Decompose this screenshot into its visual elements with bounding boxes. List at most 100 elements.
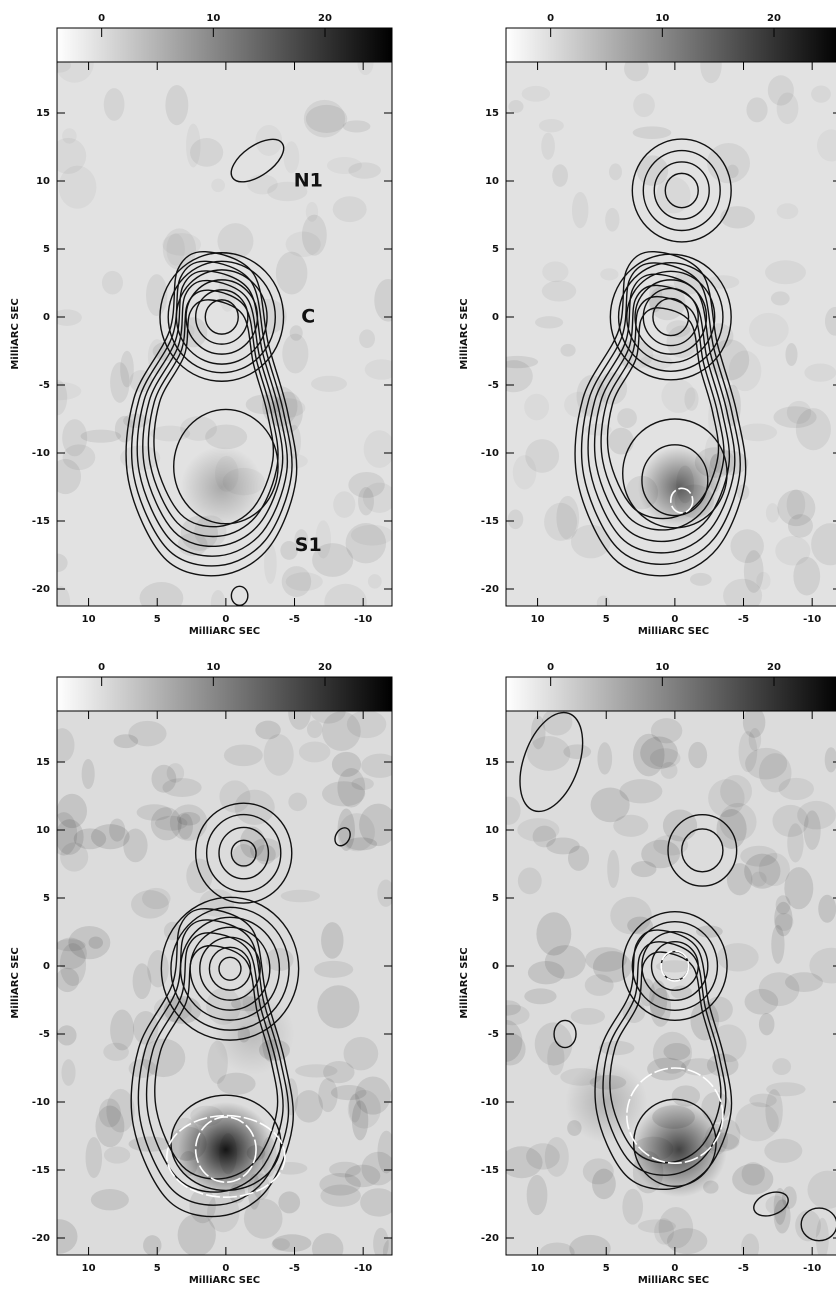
noise <box>278 1191 301 1214</box>
noise <box>716 808 747 849</box>
contour <box>580 262 741 565</box>
emission <box>212 993 295 1075</box>
x-tick-label: -10 <box>803 614 821 625</box>
noise <box>311 1233 344 1255</box>
noise <box>351 525 394 546</box>
contour <box>208 946 252 991</box>
noise <box>298 741 331 763</box>
contour <box>194 802 293 904</box>
noise <box>136 804 173 821</box>
noise <box>305 104 348 133</box>
y-tick-label: -20 <box>481 1233 499 1244</box>
noise <box>662 809 698 842</box>
noise <box>142 887 171 910</box>
noise <box>143 1235 162 1255</box>
noise <box>658 1206 694 1249</box>
noise <box>737 423 778 442</box>
noise <box>797 800 836 830</box>
noise <box>524 988 557 1005</box>
noise <box>776 203 799 220</box>
noise <box>361 1151 392 1186</box>
noise <box>807 1170 836 1209</box>
noise <box>110 362 130 403</box>
noise <box>217 223 254 260</box>
contour <box>574 251 747 577</box>
noise <box>249 838 282 862</box>
noise <box>57 137 87 175</box>
noise <box>295 1064 338 1078</box>
noise <box>359 803 392 847</box>
contour <box>204 299 239 335</box>
noise <box>544 502 578 541</box>
noise <box>57 62 72 73</box>
noise <box>57 1025 77 1046</box>
y-axis-label: MilliARC SEC <box>10 947 21 1018</box>
contour <box>179 916 281 1021</box>
noise <box>527 736 571 771</box>
x-tick-label: 0 <box>671 1263 678 1274</box>
noise <box>716 943 759 972</box>
noise <box>787 514 813 538</box>
noise <box>655 960 693 973</box>
noise <box>652 1031 692 1074</box>
annotation: S1 <box>295 534 322 556</box>
noise <box>547 1041 565 1076</box>
contour <box>606 307 720 520</box>
noise <box>362 482 392 513</box>
annotation: C <box>301 306 315 328</box>
contour <box>641 931 709 1001</box>
noise <box>640 736 678 770</box>
noise <box>605 207 620 232</box>
noise <box>81 758 95 790</box>
noise <box>219 780 251 813</box>
noise <box>653 834 689 856</box>
noise <box>355 1076 391 1115</box>
noise <box>337 768 366 808</box>
noise <box>374 278 392 322</box>
noise <box>141 1038 186 1078</box>
noise <box>223 744 263 767</box>
noise <box>582 1158 614 1185</box>
contour <box>189 926 271 1011</box>
y-tick-label: 15 <box>485 757 499 768</box>
colorbar-tick-label: 0 <box>98 13 105 24</box>
noise <box>330 1085 367 1101</box>
noise <box>666 1228 708 1255</box>
contour <box>167 260 276 374</box>
contour <box>519 711 584 813</box>
noise <box>654 1218 675 1245</box>
noise <box>775 536 811 566</box>
noise <box>633 93 655 118</box>
noise <box>331 751 362 777</box>
noise <box>80 429 122 443</box>
contour <box>194 289 249 345</box>
noise <box>364 359 392 380</box>
noise <box>811 85 831 103</box>
noise <box>367 574 382 589</box>
y-tick-label: -5 <box>39 1029 50 1040</box>
noise <box>707 275 740 289</box>
noise <box>700 62 722 84</box>
noise <box>774 901 793 937</box>
noise <box>637 1219 676 1233</box>
colorbar-tick-label: 0 <box>547 13 554 24</box>
y-axis-label: MilliARC SEC <box>459 947 470 1018</box>
noise <box>774 913 794 931</box>
image <box>57 62 394 606</box>
noise <box>109 818 126 842</box>
x-axis-label: MilliARC SEC <box>638 1275 709 1286</box>
noise <box>306 720 323 739</box>
noise <box>784 867 814 910</box>
noise <box>710 1024 747 1063</box>
panel: 0 10 20 10 5 0 -5 -10 15 10 5 0 -5 -10 -15 -20 MilliARC … <box>459 662 836 1286</box>
contour <box>205 813 282 893</box>
noise <box>166 233 184 265</box>
noise <box>749 1093 777 1108</box>
contour <box>681 828 724 873</box>
noise <box>342 120 371 133</box>
noise <box>162 228 197 270</box>
noise <box>358 487 374 516</box>
noise <box>128 720 167 747</box>
noise <box>165 84 189 126</box>
noise <box>773 1187 787 1225</box>
